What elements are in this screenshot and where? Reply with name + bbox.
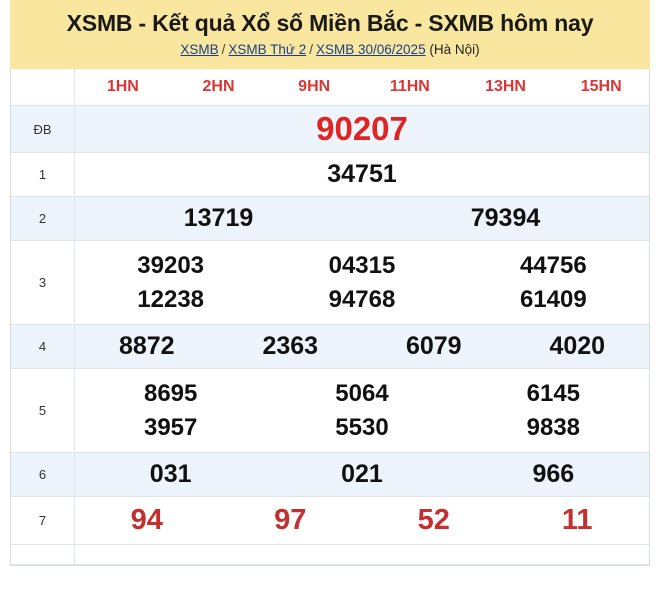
row-value-line: 3957 5530 9838 — [75, 411, 649, 445]
breadcrumb-separator-2: / — [309, 42, 313, 58]
breadcrumb: XSMB / XSMB Thứ 2/XSMB 30/06/2025 (Hà Nội) — [20, 42, 640, 58]
page-title: XSMB - Kết quả Xổ số Miền Bắc - SXMB hôm… — [66, 10, 594, 36]
table-row-3: 3 39203 04315 44756 12238 94768 61409 — [11, 241, 649, 326]
row-values-db: 90207 — [75, 106, 649, 152]
prize-number: 2363 — [262, 331, 319, 360]
column-header-13hn: 13HN — [485, 78, 526, 96]
prize-number: 94 — [130, 504, 163, 537]
row-values-3: 39203 04315 44756 12238 94768 61409 — [75, 241, 649, 324]
prize-number: 9838 — [526, 413, 581, 441]
prize-number: 79394 — [470, 203, 541, 232]
prize-number: 12238 — [137, 285, 205, 313]
table-row-6: 6 031 021 966 — [11, 453, 649, 498]
row-label-7: 7 — [11, 497, 75, 545]
prize-number: 44756 — [519, 251, 587, 279]
table-row-7: 7 94 97 52 11 — [11, 497, 649, 546]
row-values-5: 8695 5064 6145 3957 5530 9838 — [75, 369, 649, 452]
prize-number: 52 — [417, 504, 450, 537]
row-value-line: 90207 — [75, 108, 649, 151]
row-label-5: 5 — [11, 369, 75, 453]
prize-number: 11 — [561, 504, 593, 537]
breadcrumb-link-weekday[interactable]: XSMB Thứ 2 — [228, 42, 307, 58]
page-header-banner: XSMB - Kết quả Xổ số Miền Bắc - SXMB hôm… — [10, 0, 650, 70]
prize-number: 031 — [149, 459, 192, 488]
column-header-cells: 1HN 2HN 9HN 11HN 13HN 15HN — [75, 69, 649, 105]
row-value-line: 8695 5064 6145 — [75, 377, 649, 411]
column-header-9hn: 9HN — [298, 78, 331, 96]
prize-number: 97 — [274, 504, 307, 537]
prize-number: 6079 — [405, 331, 462, 360]
prize-number: 5064 — [335, 379, 389, 407]
breadcrumb-link-date[interactable]: XSMB 30/06/2025 — [316, 42, 426, 58]
prize-number: 39203 — [137, 251, 205, 279]
row-label-2: 2 — [11, 197, 75, 241]
table-row-partial — [11, 545, 649, 566]
row-label-partial — [11, 545, 75, 565]
column-header-11hn: 11HN — [389, 78, 430, 96]
column-header-line: 1HN 2HN 9HN 11HN 13HN 15HN — [75, 69, 649, 105]
column-header-15hn: 15HN — [580, 78, 622, 96]
prize-number: 8695 — [143, 379, 198, 407]
row-values-partial — [75, 545, 649, 564]
row-label-1: 1 — [11, 153, 75, 197]
prize-number: 966 — [532, 459, 575, 488]
prize-number: 61409 — [519, 285, 587, 313]
row-value-line: 8872 2363 6079 4020 — [75, 329, 649, 365]
prize-number: 4020 — [549, 331, 606, 360]
prize-number: 6145 — [526, 379, 581, 407]
row-label-4: 4 — [11, 325, 75, 369]
row-values-4: 8872 2363 6079 4020 — [75, 325, 649, 368]
table-column-header-row: 1HN 2HN 9HN 11HN 13HN 15HN — [11, 69, 649, 107]
row-value-line: 94 97 52 11 — [75, 501, 649, 540]
table-row-2: 2 13719 79394 — [11, 197, 649, 242]
prize-number: 5530 — [335, 413, 389, 441]
prize-number: 34751 — [327, 159, 397, 188]
prize-number: 8872 — [118, 331, 175, 360]
row-value-line: 031 021 966 — [75, 457, 649, 493]
prize-number: 13719 — [183, 203, 254, 232]
row-value-line: 34751 — [75, 157, 649, 193]
breadcrumb-link-xsmb[interactable]: XSMB — [180, 42, 219, 58]
row-values-1: 34751 — [75, 153, 649, 196]
row-values-2: 13719 79394 — [75, 197, 649, 240]
table-row-4: 4 8872 2363 6079 4020 — [11, 325, 649, 370]
breadcrumb-region-label: (Hà Nội) — [429, 42, 480, 58]
column-header-1hn: 1HN — [106, 78, 139, 96]
column-header-corner-cell — [11, 69, 75, 106]
prize-number: 90207 — [316, 109, 408, 147]
prize-number: 04315 — [328, 251, 396, 279]
table-row-5: 5 8695 5064 6145 3957 5530 9838 — [11, 369, 649, 454]
prize-number: 021 — [341, 459, 383, 488]
lottery-results-table: 1HN 2HN 9HN 11HN 13HN 15HN ĐB 90207 1 — [10, 69, 650, 567]
row-label-db: ĐB — [11, 106, 75, 153]
row-values-6: 031 021 966 — [75, 453, 649, 496]
prize-number: 3957 — [143, 413, 198, 441]
row-label-3: 3 — [11, 241, 75, 325]
prize-number: 94768 — [328, 285, 396, 313]
row-value-line: 12238 94768 61409 — [75, 283, 649, 317]
table-row-1: 1 34751 — [11, 153, 649, 198]
row-values-7: 94 97 52 11 — [75, 497, 649, 544]
row-label-6: 6 — [11, 453, 75, 497]
table-row-db: ĐB 90207 — [11, 106, 649, 154]
breadcrumb-separator-1: / — [221, 42, 226, 58]
row-value-line: 13719 79394 — [75, 201, 649, 237]
column-header-2hn: 2HN — [202, 78, 235, 96]
row-value-line: 39203 04315 44756 — [75, 249, 649, 283]
